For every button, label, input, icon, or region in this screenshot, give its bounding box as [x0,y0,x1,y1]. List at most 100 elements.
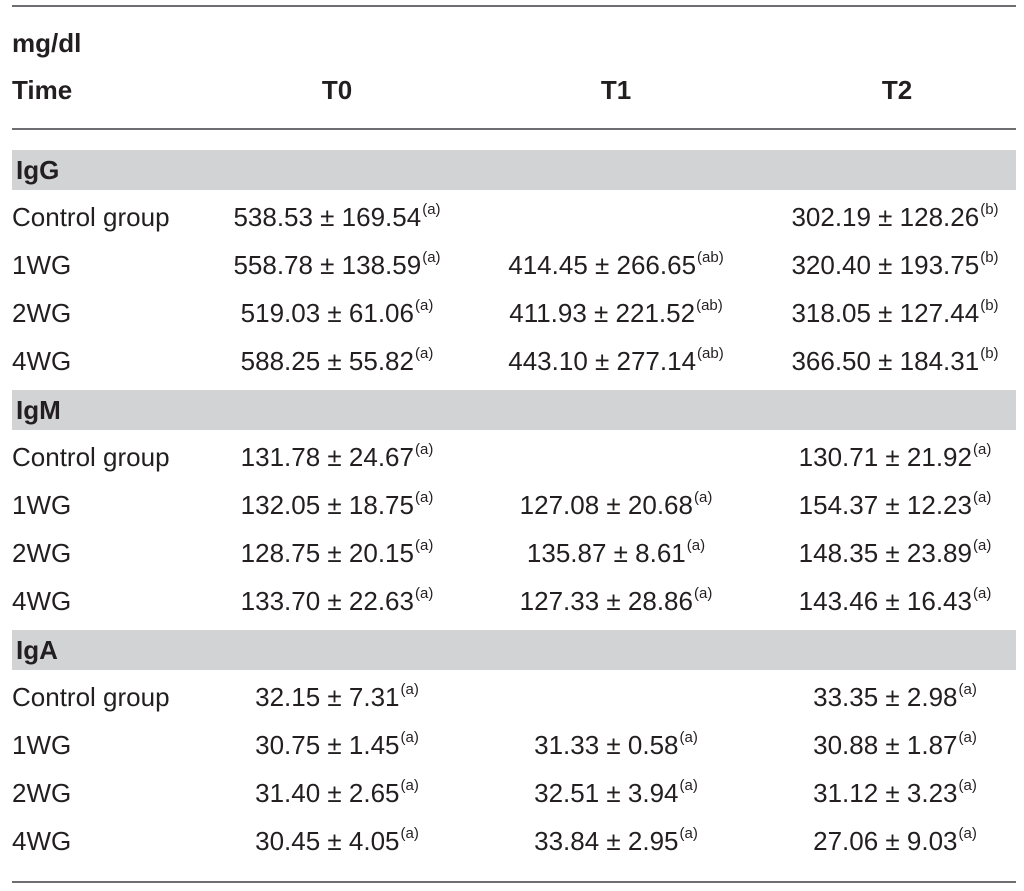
significance-letter: (a) [972,441,992,458]
table-row: 1WG 558.78 ± 138.59(a) 414.45 ± 266.65(a… [0,242,1024,290]
table-row: 1WG 132.05 ± 18.75(a) 127.08 ± 20.68(a) … [0,482,1024,530]
table-row: 4WG 588.25 ± 55.82(a) 443.10 ± 277.14(ab… [0,338,1024,386]
table-row: 2WG 519.03 ± 61.06(a) 411.93 ± 221.52(ab… [0,290,1024,338]
significance-letter: (a) [693,585,713,602]
cell-t2: 154.37 ± 12.23(a) [798,489,992,520]
row-label: 2WG [12,778,72,808]
table-row: 4WG 133.70 ± 22.63(a) 127.33 ± 28.86(a) … [0,578,1024,626]
cell-t1 [466,442,766,472]
row-label: 4WG [12,826,72,856]
section-title: IgG [16,155,60,185]
section-header-iga: IgA [12,630,1016,670]
significance-letter: (a) [400,825,419,842]
significance-letter: (a) [414,297,434,314]
significance-letter: (b) [980,249,999,266]
significance-letter: (a) [679,825,698,842]
row-label: 2WG [12,298,72,328]
cell-t0: 519.03 ± 61.06(a) [240,297,434,328]
cell-t0: 588.25 ± 55.82(a) [240,345,434,376]
cell-t2: 31.12 ± 3.23(a) [813,777,977,808]
table-row: 2WG 31.40 ± 2.65(a) 32.51 ± 3.94(a) 31.1… [0,770,1024,818]
significance-letter: (a) [400,729,419,746]
significance-letter: (a) [972,537,992,554]
significance-letter: (ab) [697,345,724,362]
cell-t2: 130.71 ± 21.92(a) [798,441,992,472]
cell-t1 [466,202,766,232]
row-label: 1WG [12,490,72,520]
table-row: 1WG 30.75 ± 1.45(a) 31.33 ± 0.58(a) 30.8… [0,722,1024,770]
table-row: Control group 538.53 ± 169.54(a) 302.19 … [0,194,1024,242]
cell-t0: 30.45 ± 4.05(a) [255,825,419,856]
cell-t1: 135.87 ± 8.61(a) [526,537,706,568]
significance-letter: (a) [958,777,977,794]
significance-letter: (a) [972,489,992,506]
row-label: Control group [12,682,170,712]
cell-t1: 411.93 ± 221.52(ab) [509,297,723,328]
significance-letter: (b) [980,297,999,314]
significance-letter: (b) [980,345,999,362]
section-header-igg: IgG [12,150,1016,190]
significance-letter: (a) [693,489,713,506]
significance-letter: (a) [679,777,698,794]
table-bottom-rule [12,881,1016,883]
table-row: 4WG 30.45 ± 4.05(a) 33.84 ± 2.95(a) 27.0… [0,818,1024,866]
row-label: Control group [12,202,170,232]
cell-t1: 414.45 ± 266.65(ab) [508,249,724,280]
row-label: 1WG [12,250,72,280]
time-header: Time [12,75,73,105]
cell-t1: 443.10 ± 277.14(ab) [508,345,724,376]
cell-t0: 30.75 ± 1.45(a) [255,729,419,760]
significance-letter: (a) [414,489,434,506]
significance-letter: (a) [400,777,419,794]
significance-letter: (b) [980,201,999,218]
column-header-t1: T1 [600,75,632,105]
column-header-t0: T0 [321,75,353,105]
significance-letter: (a) [972,585,992,602]
significance-letter: (a) [400,681,419,698]
row-label: 2WG [12,538,72,568]
row-label: 4WG [12,346,72,376]
cell-t0: 558.78 ± 138.59(a) [233,249,441,280]
significance-letter: (a) [422,201,441,218]
cell-t0: 131.78 ± 24.67(a) [240,441,434,472]
column-header-t2: T2 [881,75,913,105]
cell-t2: 320.40 ± 193.75(b) [791,249,999,280]
cell-t0: 128.75 ± 20.15(a) [240,537,434,568]
table-row: Control group 32.15 ± 7.31(a) 33.35 ± 2.… [0,674,1024,722]
cell-t2: 366.50 ± 184.31(b) [791,345,999,376]
section-title: IgM [16,395,61,425]
significance-letter: (a) [414,441,434,458]
cell-t2: 143.46 ± 16.43(a) [798,585,992,616]
row-label: 1WG [12,730,72,760]
significance-letter: (a) [414,537,434,554]
significance-letter: (a) [679,729,698,746]
cell-t1: 127.33 ± 28.86(a) [519,585,713,616]
cell-t1: 31.33 ± 0.58(a) [534,729,698,760]
row-label: Control group [12,442,170,472]
cell-t2: 30.88 ± 1.87(a) [813,729,977,760]
significance-letter: (a) [422,249,441,266]
cell-t0: 31.40 ± 2.65(a) [255,777,419,808]
table-row: 2WG 128.75 ± 20.15(a) 135.87 ± 8.61(a) 1… [0,530,1024,578]
cell-t1: 33.84 ± 2.95(a) [534,825,698,856]
cell-t1: 127.08 ± 20.68(a) [519,489,713,520]
header-bottom-rule [12,128,1016,130]
cell-t2: 33.35 ± 2.98(a) [813,681,977,712]
significance-letter: (a) [414,345,434,362]
section-header-igm: IgM [12,390,1016,430]
cell-t1 [466,682,766,712]
cell-t0: 538.53 ± 169.54(a) [233,201,441,232]
significance-letter: (ab) [697,249,724,266]
significance-letter: (a) [958,681,977,698]
cell-t1: 32.51 ± 3.94(a) [534,777,698,808]
section-title: IgA [16,635,58,665]
row-label: 4WG [12,586,72,616]
cell-t0: 133.70 ± 22.63(a) [240,585,434,616]
cell-t2: 302.19 ± 128.26(b) [791,201,999,232]
unit-label: mg/dl [12,28,82,58]
table-top-rule [12,5,1016,7]
cell-t2: 27.06 ± 9.03(a) [813,825,977,856]
table-row: Control group 131.78 ± 24.67(a) 130.71 ±… [0,434,1024,482]
cell-t0: 132.05 ± 18.75(a) [240,489,434,520]
significance-letter: (ab) [696,297,723,314]
